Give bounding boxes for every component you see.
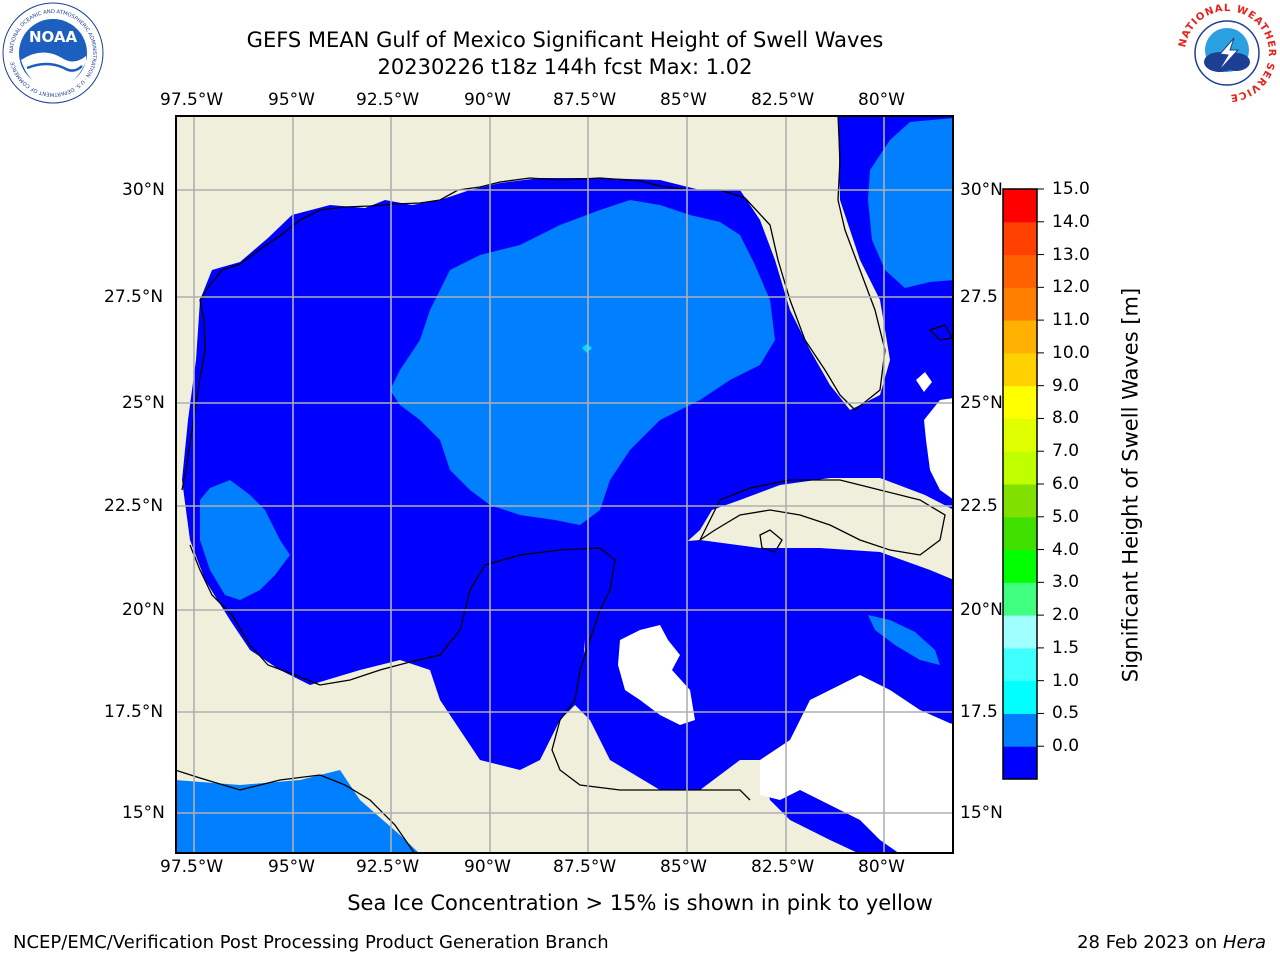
map-title: GEFS MEAN Gulf of Mexico Significant Hei… (246, 28, 884, 52)
noaa-logo: NATIONAL OCEANIC AND ATMOSPHERIC ADMINIS… (2, 2, 104, 104)
colorbar-cell-13 (1003, 320, 1037, 354)
swell-region-atlantic (868, 118, 954, 288)
producer-credit: NCEP/EMC/Verification Post Processing Pr… (13, 932, 609, 953)
gulf-map (175, 115, 954, 854)
lat-label-left-2: 25°N (122, 393, 165, 413)
swell-region-west (200, 480, 290, 600)
no-data-patch-4 (916, 372, 932, 392)
lon-label-bottom-4: 87.5°W (553, 857, 617, 877)
colorbar-tick-label-10: 5.0 (1052, 506, 1080, 527)
noaa-logo-text: NOAA (29, 28, 78, 46)
colorbar-ticks (1037, 188, 1044, 747)
no-data-patch-1 (618, 625, 695, 725)
colorbar-tick-label-1: 14.0 (1052, 211, 1090, 232)
colorbar-tick-label-4: 11.0 (1052, 310, 1090, 331)
colorbar-cell-2 (1003, 680, 1037, 714)
lon-label-top-4: 87.5°W (553, 90, 617, 110)
colorbar-tick-label-3: 12.0 (1052, 277, 1090, 298)
colorbar-cell-0 (1003, 746, 1037, 780)
colorbar-cell-6 (1003, 549, 1037, 583)
run-date: 28 Feb 2023 on (1077, 932, 1223, 953)
colorbar-tick-label-9: 6.0 (1052, 474, 1080, 494)
lat-label-right-2: 25°N (960, 393, 1003, 413)
colorbar-cell-5 (1003, 582, 1037, 616)
colorbar-cell-7 (1003, 516, 1037, 551)
colorbar-cell-16 (1003, 221, 1037, 256)
colorbar-tick-label-2: 13.0 (1052, 244, 1090, 265)
colorbar-label: Significant Height of Swell Waves [m] (1118, 287, 1143, 683)
lat-label-left-3: 22.5°N (104, 496, 164, 516)
lon-label-top-0: 97.5°W (160, 90, 224, 110)
colorbar-tick-label-15: 1.0 (1052, 670, 1080, 691)
lat-label-right-3: 22.5 (960, 496, 998, 516)
colorbar-cell-15 (1003, 254, 1037, 288)
swell-region-pacific (175, 770, 420, 854)
colorbar-cell-14 (1003, 287, 1037, 321)
lat-label-left-6: 15°N (122, 803, 165, 823)
colorbar-tick-label-0: 15.0 (1052, 179, 1090, 199)
colorbar-cells (1003, 189, 1037, 780)
lat-label-right-0: 30°N (960, 180, 1003, 200)
lon-label-top-1: 95°W (268, 90, 315, 110)
colorbar-tick-label-6: 9.0 (1052, 375, 1080, 396)
lon-label-bottom-6: 82.5°W (751, 857, 815, 877)
lat-label-left-5: 17.5°N (104, 702, 164, 722)
run-machine: Hera (1222, 932, 1266, 953)
colorbar-label-box: Significant Height of Swell Waves [m] (1101, 190, 1161, 790)
colorbar-tick-label-12: 3.0 (1052, 572, 1080, 593)
colorbar-cell-8 (1003, 484, 1037, 518)
lon-label-top-6: 82.5°W (751, 90, 815, 110)
colorbar-tick-label-5: 10.0 (1052, 342, 1090, 363)
nws-logo: NATIONAL WEATHER SERVICE (1176, 2, 1278, 104)
lon-label-bottom-3: 90°W (464, 857, 511, 877)
no-data-patch-3 (924, 398, 954, 500)
no-data-patch-2 (760, 675, 954, 854)
colorbar-tick-label-7: 8.0 (1052, 408, 1080, 429)
colorbar-cell-12 (1003, 352, 1037, 387)
map-subtitle: 20230226 t18z 144h fcst Max: 1.02 (377, 55, 753, 79)
lat-label-left-1: 27.5°N (104, 287, 164, 307)
lat-label-left-0: 30°N (122, 180, 165, 200)
lon-label-top-5: 85°W (660, 90, 707, 110)
colorbar-cell-4 (1003, 615, 1037, 649)
colorbar-cell-1 (1003, 713, 1037, 747)
colorbar-cell-10 (1003, 418, 1037, 452)
lon-label-bottom-5: 85°W (660, 857, 707, 877)
swell-region-central (390, 200, 775, 525)
colorbar-tick-labels: 15.0 14.0 13.0 12.0 11.0 10.0 9.0 8.0 7.0 6.0 5.0 4… (1052, 179, 1132, 792)
colorbar-tick-label-13: 2.0 (1052, 605, 1080, 626)
colorbar-tick-label-11: 4.0 (1052, 539, 1080, 560)
lon-label-top-7: 80°W (858, 90, 905, 110)
colorbar-tick-label-17: 0.0 (1052, 736, 1080, 757)
lat-label-right-5: 17.5 (960, 702, 998, 722)
lat-label-right-4: 20°N (960, 600, 1003, 620)
run-info: 28 Feb 2023 on Hera (1077, 932, 1266, 953)
map-frame (175, 115, 954, 854)
lon-label-bottom-7: 80°W (858, 857, 905, 877)
colorbar-tick-label-8: 7.0 (1052, 441, 1080, 462)
colorbar-cell-3 (1003, 647, 1037, 682)
lon-label-bottom-2: 92.5°W (356, 857, 420, 877)
colorbar-cell-9 (1003, 451, 1037, 485)
lon-label-top-3: 90°W (464, 90, 511, 110)
swell-region-caribbean-light (868, 615, 940, 665)
sea-ice-note: Sea Ice Concentration > 15% is shown in … (347, 891, 933, 915)
swell-max-dot (582, 344, 592, 353)
lat-label-right-6: 15°N (960, 803, 1003, 823)
lon-label-top-2: 92.5°W (356, 90, 420, 110)
colorbar (1002, 188, 1044, 780)
colorbar-cell-17 (1003, 189, 1037, 223)
map-gridlines (175, 115, 954, 854)
lon-label-bottom-1: 95°W (268, 857, 315, 877)
lat-label-left-4: 20°N (122, 600, 165, 620)
colorbar-tick-label-14: 1.5 (1052, 637, 1080, 658)
lon-label-bottom-0: 97.5°W (160, 857, 224, 877)
colorbar-tick-label-16: 0.5 (1052, 703, 1080, 724)
lat-label-right-1: 27.5 (960, 287, 998, 307)
colorbar-cell-11 (1003, 385, 1037, 419)
